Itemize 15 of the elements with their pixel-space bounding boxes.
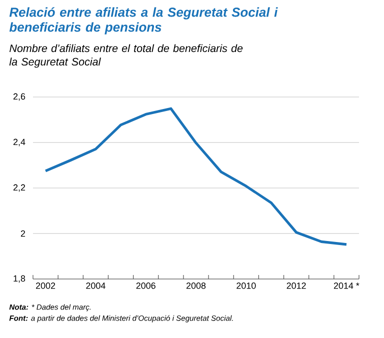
y-tick-label: 1,8 <box>14 275 26 283</box>
y-tick-label: 2,4 <box>13 138 26 146</box>
x-tick-label: 2014 * <box>334 282 360 289</box>
x-tick-label: 2002 <box>36 282 56 289</box>
x-tick-label: 2012 <box>286 282 306 289</box>
chart-subtitle: Nombre d’afiliats entre el total de beneficiaris de la Seguretat Social <box>9 44 243 68</box>
y-tick-label: 2,6 <box>13 93 26 101</box>
y-tick-label: 2 <box>20 230 26 237</box>
chart-title: Relació entre afiliats a la Seguretat Social i beneficiaris de pensions <box>9 7 278 34</box>
x-tick-label: 2008 <box>186 282 206 289</box>
x-tick-label: 2006 <box>136 282 156 289</box>
line-series <box>44 107 348 246</box>
x-tick-label: 2004 <box>86 282 106 289</box>
y-tick-label: 2,2 <box>13 184 26 192</box>
x-tick-label: 2010 <box>236 282 256 289</box>
